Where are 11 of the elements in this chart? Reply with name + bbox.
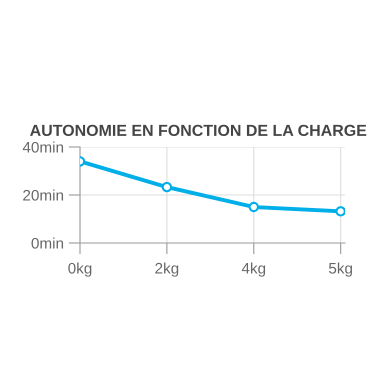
x-tick-label: 2kg [155, 262, 178, 277]
x-tick-label: 0kg [68, 262, 92, 277]
point [335, 206, 345, 217]
y-tick-label: 0min [32, 237, 64, 249]
y-tick-label: 40min [22, 141, 64, 153]
point [162, 182, 172, 192]
point [248, 202, 259, 212]
x-tick-label: 5kg [328, 262, 352, 277]
x-tick-label: 4kg [242, 262, 266, 277]
chart-title: AUTONOMIE EN FONCTION DE LA CHARGE [30, 124, 366, 136]
y-tick-label: 20min [23, 189, 64, 201]
